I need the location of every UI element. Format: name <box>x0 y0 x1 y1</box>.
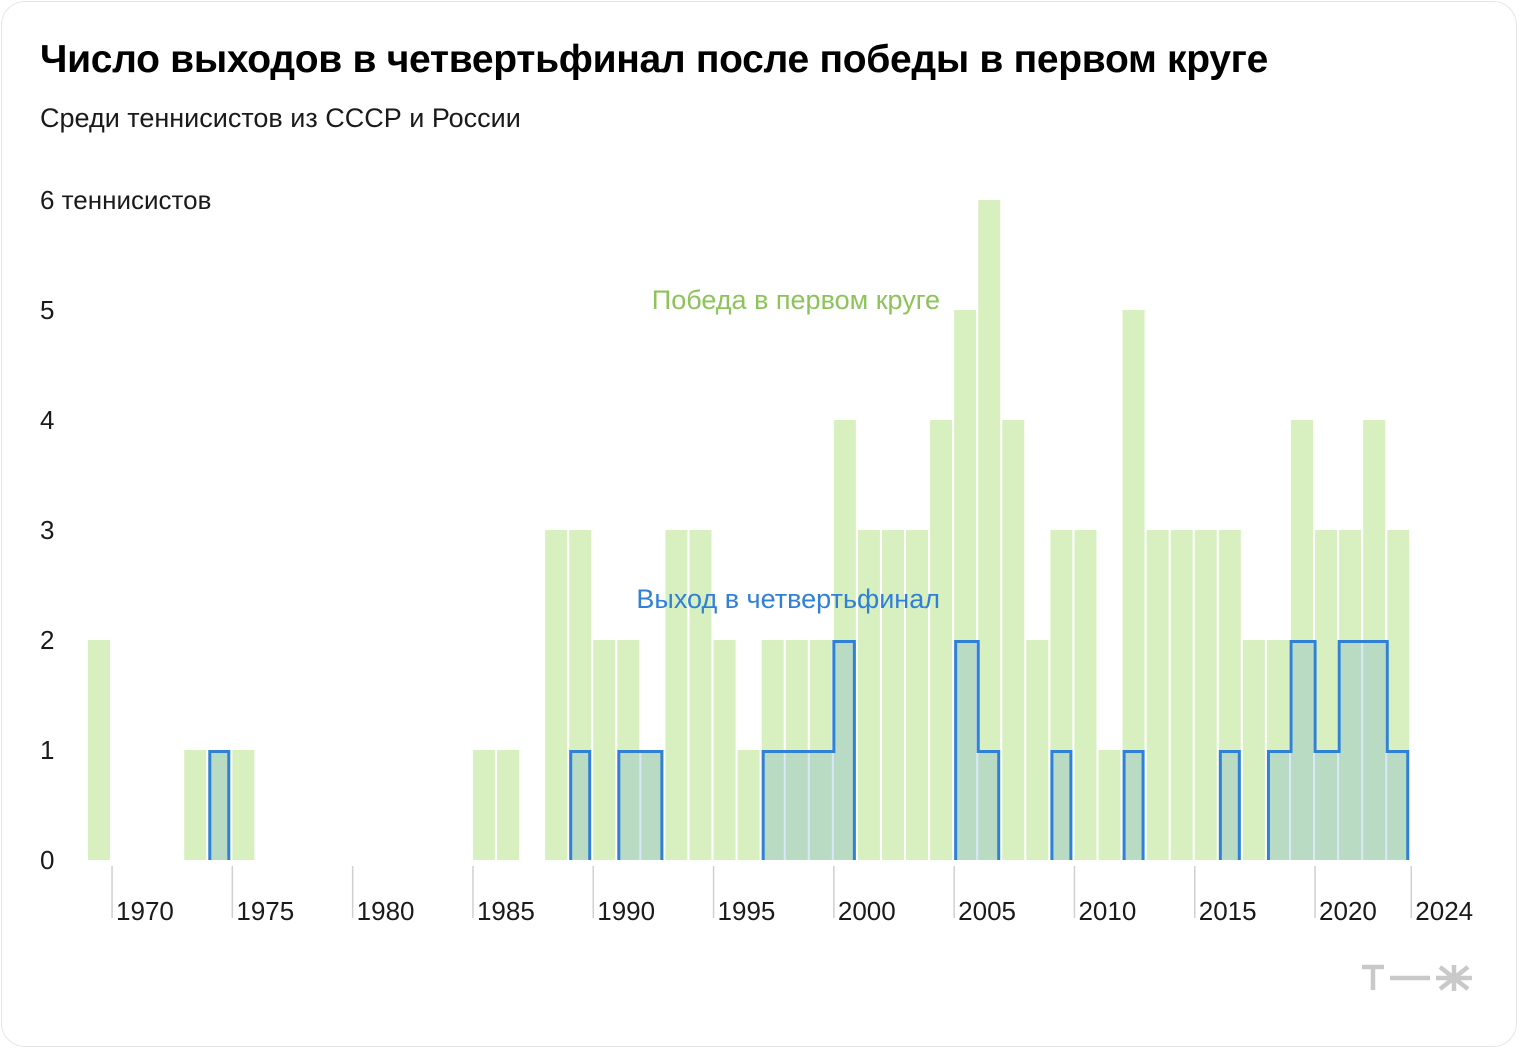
quarterfinal-bar-2021 <box>1339 641 1364 860</box>
quarterfinal-bar-2005 <box>955 641 979 860</box>
win-bar-1993 <box>665 530 688 860</box>
quarterfinal-bar-1999 <box>809 751 834 860</box>
quarterfinal-outline-1991 <box>617 750 664 860</box>
quarterfinal-bar-2023 <box>1387 751 1408 860</box>
series-label-quarterfinal: Выход в четвертьфинал <box>636 584 940 614</box>
tj-logo <box>1362 964 1472 991</box>
quarterfinal-bar-1998 <box>785 751 810 860</box>
win-bar-2005 <box>954 310 977 860</box>
x-tick-label: 1980 <box>357 896 415 926</box>
y-tick-label: 1 <box>40 735 54 765</box>
quarterfinal-bar-2000 <box>833 641 855 860</box>
win-bar-2011 <box>1098 750 1121 860</box>
quarterfinal-outline-2016 <box>1218 750 1241 860</box>
x-tick-label: 1970 <box>116 896 174 926</box>
win-bar-2012 <box>1122 310 1145 860</box>
win-bar-2010 <box>1074 530 1097 860</box>
series-label-first-round-win: Победа в первом круге <box>652 285 940 315</box>
quarterfinal-outline-2009 <box>1050 750 1073 860</box>
quarterfinal-bar-1974 <box>209 751 229 860</box>
x-tick-label: 2005 <box>958 896 1016 926</box>
win-bar-1989 <box>569 530 592 860</box>
quarterfinal-bar-2009 <box>1051 751 1071 860</box>
quarterfinal-bar-2020 <box>1315 751 1340 860</box>
win-bar-1995 <box>713 640 736 860</box>
win-bar-2017 <box>1242 640 1265 860</box>
x-tick-label: 1995 <box>718 896 776 926</box>
quarterfinal-bar-2006 <box>978 751 999 860</box>
win-bar-1975 <box>232 750 255 860</box>
win-bar-1973 <box>184 750 207 860</box>
x-tick-label: 2024 <box>1415 896 1473 926</box>
win-bar-2007 <box>1002 420 1025 860</box>
quarterfinal-bar-2022 <box>1363 641 1388 860</box>
win-bar-2015 <box>1194 530 1217 860</box>
quarterfinal-bar-2012 <box>1124 751 1144 860</box>
chart-subtitle: Среди теннисистов из СССР и России <box>40 103 521 133</box>
quarterfinal-bars <box>208 640 1410 860</box>
y-tick-label: 4 <box>40 405 54 435</box>
win-bar-2003 <box>906 530 929 860</box>
y-tick-label: 2 <box>40 625 54 655</box>
win-bar-2016 <box>1218 530 1241 860</box>
y-tick-label: 0 <box>40 845 54 875</box>
quarterfinal-outline-2005 <box>954 640 1001 860</box>
x-tick-label: 2020 <box>1319 896 1377 926</box>
x-tick-label: 2010 <box>1078 896 1136 926</box>
win-bar-1969 <box>88 640 110 860</box>
x-tick-label: 1975 <box>236 896 294 926</box>
x-tick-label: 1985 <box>477 896 535 926</box>
y-tick-label: 3 <box>40 515 54 545</box>
win-bar-1986 <box>497 750 520 860</box>
win-bar-2002 <box>881 530 904 860</box>
win-bar-1996 <box>737 750 760 860</box>
win-bar-2020 <box>1315 530 1338 860</box>
win-bar-2006 <box>978 200 1001 860</box>
x-tick-label: 1990 <box>597 896 655 926</box>
win-bar-2001 <box>857 530 880 860</box>
win-bar-2009 <box>1050 530 1073 860</box>
quarterfinal-outline-1974 <box>208 750 231 860</box>
y-tick-label: 6 теннисистов <box>40 185 211 215</box>
y-axis: 0 1 2 3 4 5 6 теннисистов <box>40 185 211 875</box>
quarterfinal-bar-2019 <box>1291 641 1316 860</box>
quarterfinal-bar-1991 <box>618 751 642 860</box>
win-bar-2014 <box>1170 530 1193 860</box>
quarterfinal-outline-2012 <box>1122 750 1145 860</box>
win-bar-2023 <box>1387 530 1410 860</box>
win-bar-1994 <box>689 530 712 860</box>
win-bar-1985 <box>472 750 495 860</box>
win-bar-2013 <box>1146 530 1169 860</box>
quarterfinal-outline-1997 <box>761 640 856 860</box>
x-tick-label: 2000 <box>838 896 896 926</box>
quarterfinal-bar-1992 <box>641 751 662 860</box>
x-axis: 1970 1975 1980 1985 1990 1995 2000 2005 2010 2015… <box>111 866 1473 926</box>
x-tick-label: 2015 <box>1199 896 1257 926</box>
win-bar-2021 <box>1339 530 1362 860</box>
y-tick-label: 5 <box>40 295 54 325</box>
quarterfinal-bar-2016 <box>1220 751 1240 860</box>
quarterfinal-bar-1997 <box>763 751 786 860</box>
win-bar-1988 <box>545 530 568 860</box>
quarterfinal-bar-1989 <box>570 751 590 860</box>
win-bar-1974 <box>208 750 231 860</box>
win-bar-1992 <box>641 750 664 860</box>
win-bar-2004 <box>930 420 953 860</box>
chart-title: Число выходов в четвертьфинал после побе… <box>40 38 1268 81</box>
quarterfinal-outline-1989 <box>569 750 592 860</box>
win-bar-2008 <box>1026 640 1049 860</box>
quarterfinal-outline-2018 <box>1266 640 1410 860</box>
quarterfinal-bar-2018 <box>1268 751 1291 860</box>
win-bar-1990 <box>593 640 616 860</box>
